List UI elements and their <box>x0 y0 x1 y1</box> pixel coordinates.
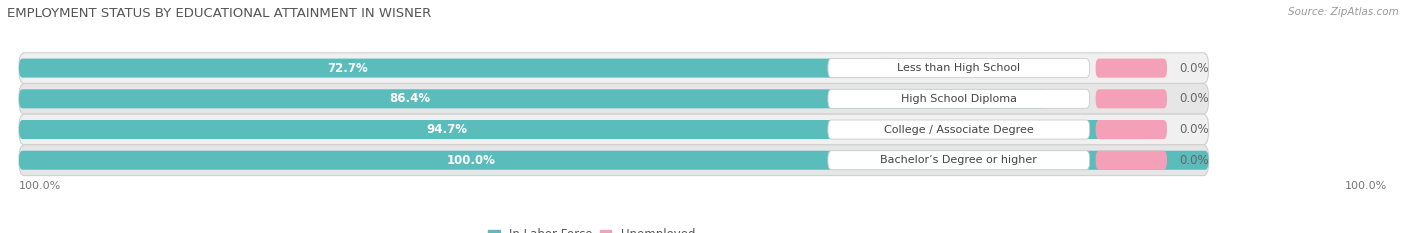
Legend: In Labor Force, Unemployed: In Labor Force, Unemployed <box>484 224 700 233</box>
Text: 100.0%: 100.0% <box>447 154 495 167</box>
FancyBboxPatch shape <box>18 151 1209 170</box>
Text: 72.7%: 72.7% <box>328 62 368 75</box>
FancyBboxPatch shape <box>18 120 1146 139</box>
Text: 86.4%: 86.4% <box>389 92 430 105</box>
Text: 0.0%: 0.0% <box>1178 62 1209 75</box>
FancyBboxPatch shape <box>18 58 884 78</box>
FancyBboxPatch shape <box>828 89 1090 108</box>
FancyBboxPatch shape <box>1095 58 1167 78</box>
Text: College / Associate Degree: College / Associate Degree <box>884 124 1033 134</box>
Text: 0.0%: 0.0% <box>1178 154 1209 167</box>
Text: 0.0%: 0.0% <box>1178 92 1209 105</box>
FancyBboxPatch shape <box>828 58 1090 78</box>
FancyBboxPatch shape <box>18 145 1209 176</box>
Text: 100.0%: 100.0% <box>18 181 62 191</box>
Text: 0.0%: 0.0% <box>1178 123 1209 136</box>
Text: EMPLOYMENT STATUS BY EDUCATIONAL ATTAINMENT IN WISNER: EMPLOYMENT STATUS BY EDUCATIONAL ATTAINM… <box>7 7 432 20</box>
FancyBboxPatch shape <box>18 83 1209 114</box>
FancyBboxPatch shape <box>1095 89 1167 108</box>
FancyBboxPatch shape <box>1095 120 1167 139</box>
Text: High School Diploma: High School Diploma <box>901 94 1017 104</box>
Text: Source: ZipAtlas.com: Source: ZipAtlas.com <box>1288 7 1399 17</box>
FancyBboxPatch shape <box>1095 151 1167 170</box>
Text: 94.7%: 94.7% <box>426 123 468 136</box>
FancyBboxPatch shape <box>18 89 1047 108</box>
FancyBboxPatch shape <box>18 114 1209 145</box>
Text: 100.0%: 100.0% <box>1344 181 1388 191</box>
FancyBboxPatch shape <box>828 151 1090 170</box>
FancyBboxPatch shape <box>18 53 1209 83</box>
FancyBboxPatch shape <box>828 120 1090 139</box>
Text: Less than High School: Less than High School <box>897 63 1021 73</box>
Text: Bachelor’s Degree or higher: Bachelor’s Degree or higher <box>880 155 1038 165</box>
